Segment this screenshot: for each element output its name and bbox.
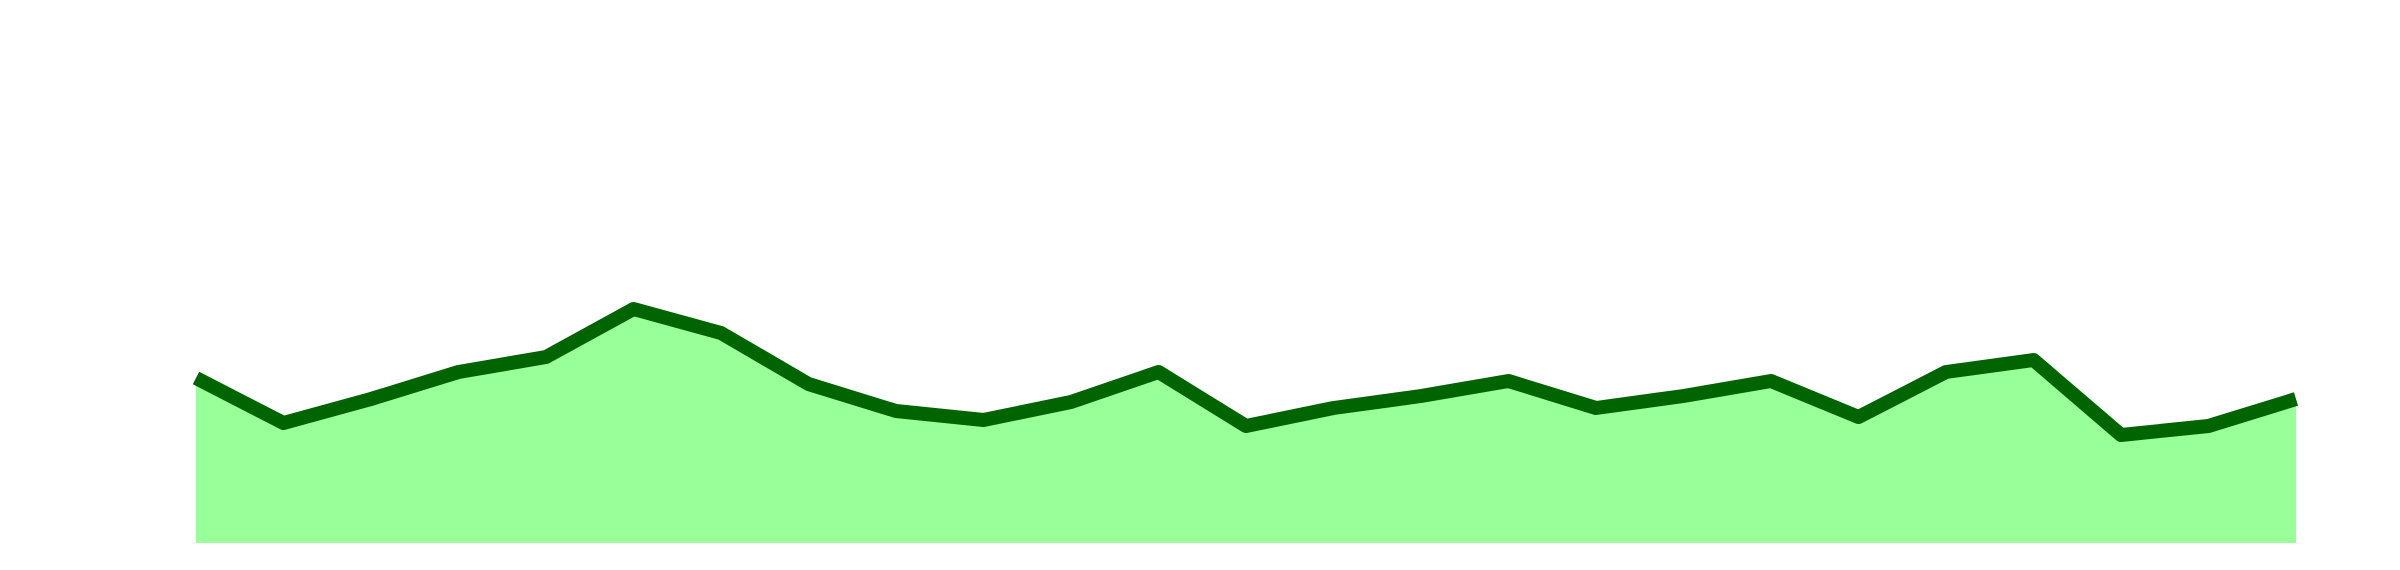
series-line [192, 302, 2299, 442]
line-layer [192, 302, 2299, 442]
